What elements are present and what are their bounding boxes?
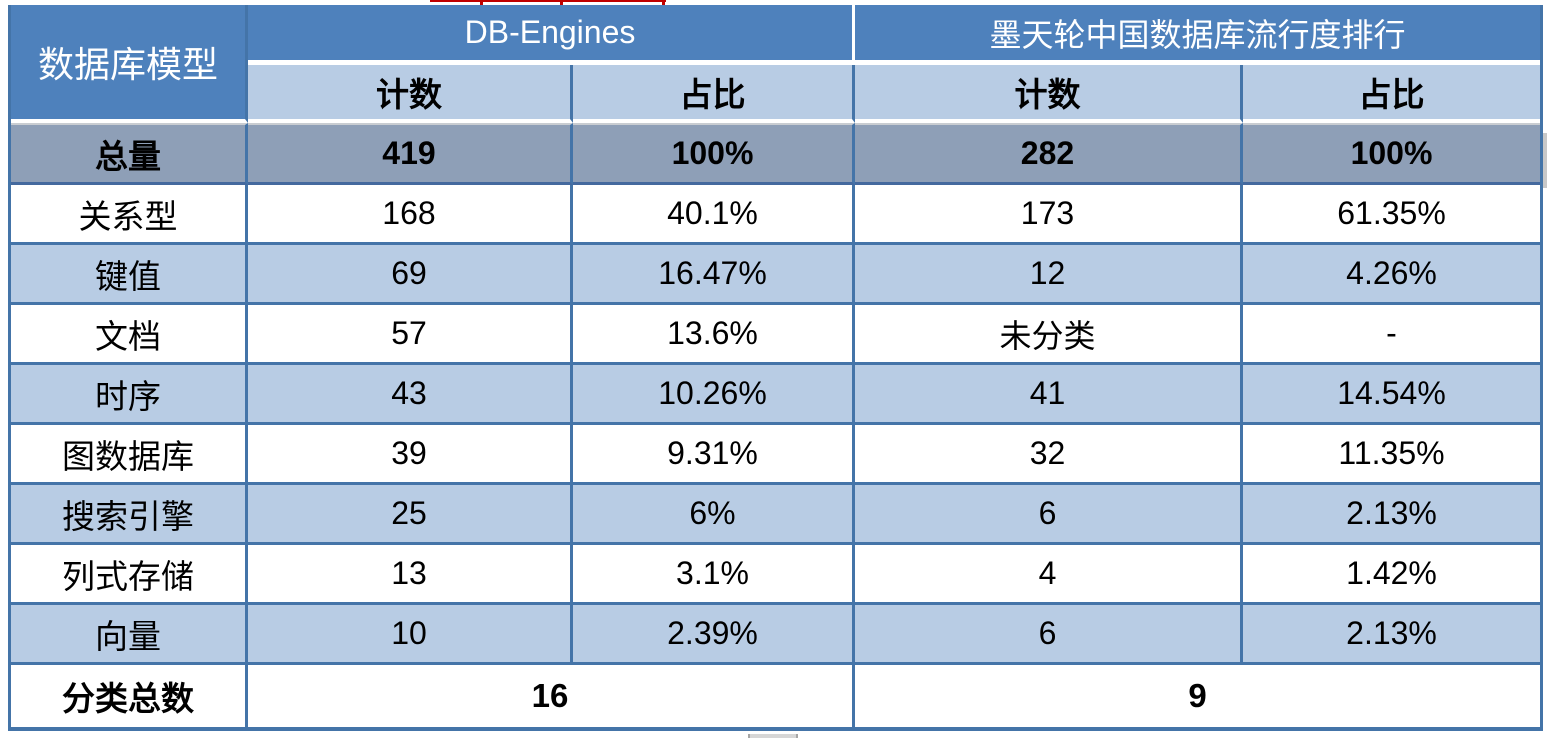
corner-header: 数据库模型 (11, 5, 248, 123)
cell-db-count: 10 (248, 605, 573, 665)
row-label: 搜索引擎 (11, 485, 248, 545)
cell-mtl-count: 6 (855, 605, 1243, 665)
cell-db-count: 13 (248, 545, 573, 605)
cell-mtl-share: 1.42% (1243, 545, 1541, 605)
vertical-scrollbar-thumb[interactable] (1543, 133, 1547, 188)
cell-db-share: 2.39% (573, 605, 855, 665)
cell-mtl-count: 12 (855, 245, 1243, 305)
cell-db-count: 69 (248, 245, 573, 305)
table-row: 向量 10 2.39% 6 2.13% (11, 605, 1541, 665)
row-label: 分类总数 (11, 665, 248, 727)
cell-mtl-share: - (1243, 305, 1541, 365)
cell-db-share: 13.6% (573, 305, 855, 365)
database-comparison-table: 数据库模型 DB-Engines 墨天轮中国数据库流行度排行 计数 占比 计数 … (8, 5, 1543, 731)
cell-db-share: 9.31% (573, 425, 855, 485)
subheader-db-count: 计数 (248, 65, 573, 123)
cell-db-category-total: 16 (248, 665, 855, 727)
row-label: 列式存储 (11, 545, 248, 605)
cell-mtl-count: 6 (855, 485, 1243, 545)
group-header-motianlun: 墨天轮中国数据库流行度排行 (855, 5, 1541, 65)
cell-db-count: 57 (248, 305, 573, 365)
row-label: 总量 (11, 123, 248, 185)
table-row: 键值 69 16.47% 12 4.26% (11, 245, 1541, 305)
row-label: 文档 (11, 305, 248, 365)
cell-mtl-share: 11.35% (1243, 425, 1541, 485)
red-underline-artifact (430, 0, 666, 2)
cell-mtl-share: 2.13% (1243, 485, 1541, 545)
cell-db-share: 100% (573, 123, 855, 185)
subheader-db-share: 占比 (573, 65, 855, 123)
table-row: 图数据库 39 9.31% 32 11.35% (11, 425, 1541, 485)
red-underline-tick (560, 0, 563, 5)
cell-db-share: 10.26% (573, 365, 855, 425)
table-row: 关系型 168 40.1% 173 61.35% (11, 185, 1541, 245)
cell-db-count: 25 (248, 485, 573, 545)
cell-mtl-category-total: 9 (855, 665, 1541, 727)
cell-mtl-share: 14.54% (1243, 365, 1541, 425)
row-label: 时序 (11, 365, 248, 425)
subheader-mtl-share: 占比 (1243, 65, 1541, 123)
cell-mtl-count: 32 (855, 425, 1243, 485)
subheader-mtl-count: 计数 (855, 65, 1243, 123)
cell-mtl-share: 61.35% (1243, 185, 1541, 245)
table-header-subcolumns: 计数 占比 计数 占比 (11, 65, 1541, 123)
cell-mtl-count: 282 (855, 123, 1243, 185)
cell-db-share: 6% (573, 485, 855, 545)
row-label: 图数据库 (11, 425, 248, 485)
cell-db-count: 43 (248, 365, 573, 425)
cell-db-share: 3.1% (573, 545, 855, 605)
cell-db-count: 168 (248, 185, 573, 245)
horizontal-scrollbar-thumb[interactable] (748, 734, 798, 738)
cell-db-share: 40.1% (573, 185, 855, 245)
cell-mtl-count: 4 (855, 545, 1243, 605)
cell-mtl-share: 4.26% (1243, 245, 1541, 305)
cell-mtl-count: 41 (855, 365, 1243, 425)
red-underline-tick (662, 0, 665, 5)
cell-mtl-count: 未分类 (855, 305, 1243, 365)
row-label: 向量 (11, 605, 248, 665)
table-row: 文档 57 13.6% 未分类 - (11, 305, 1541, 365)
table-row-total: 总量 419 100% 282 100% (11, 123, 1541, 185)
row-label: 键值 (11, 245, 248, 305)
group-header-db-engines: DB-Engines (248, 5, 855, 65)
cell-mtl-share: 100% (1243, 123, 1541, 185)
cell-db-count: 419 (248, 123, 573, 185)
table-header-groups: 数据库模型 DB-Engines 墨天轮中国数据库流行度排行 (11, 5, 1541, 123)
cell-mtl-share: 2.13% (1243, 605, 1541, 665)
table-row-category-totals: 分类总数 16 9 (11, 665, 1541, 727)
cell-mtl-count: 173 (855, 185, 1243, 245)
table-row: 时序 43 10.26% 41 14.54% (11, 365, 1541, 425)
row-label: 关系型 (11, 185, 248, 245)
table-row: 搜索引擎 25 6% 6 2.13% (11, 485, 1541, 545)
table-row: 列式存储 13 3.1% 4 1.42% (11, 545, 1541, 605)
cell-db-count: 39 (248, 425, 573, 485)
cell-db-share: 16.47% (573, 245, 855, 305)
red-underline-tick (480, 0, 483, 5)
